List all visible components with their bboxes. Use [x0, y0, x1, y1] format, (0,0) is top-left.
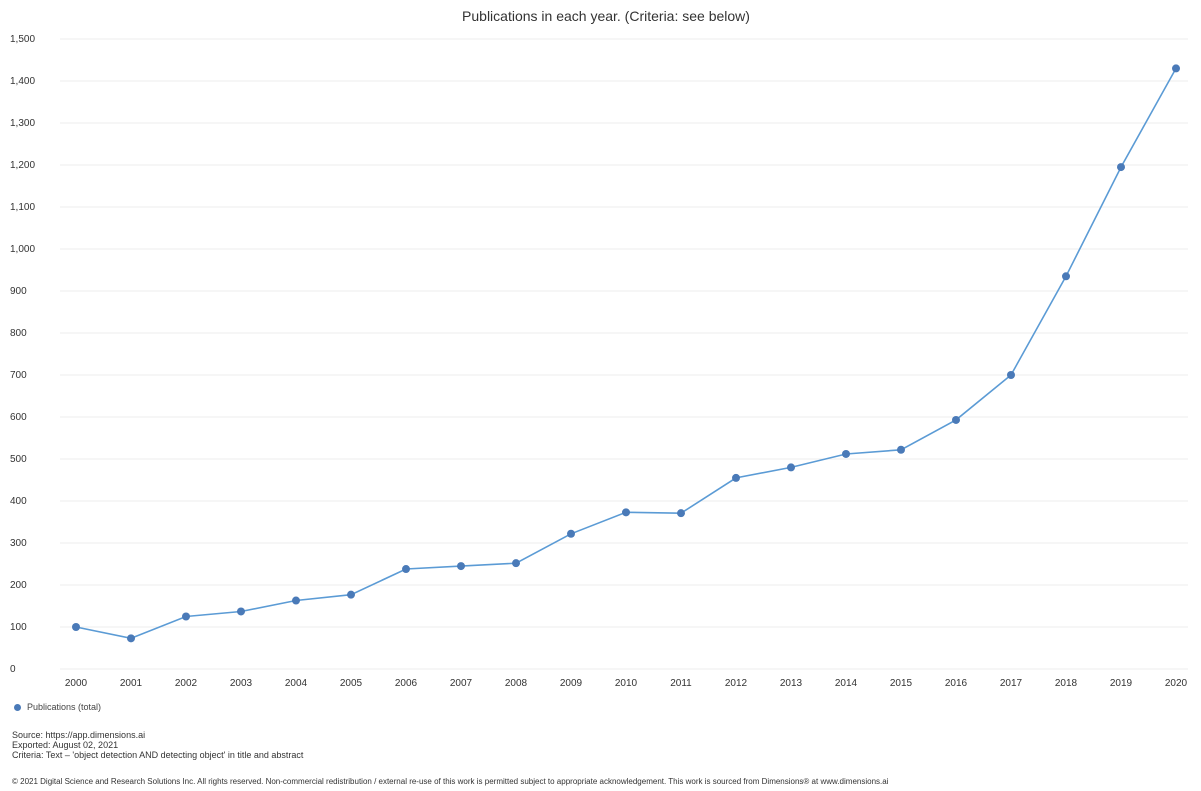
data-point[interactable] — [1062, 272, 1070, 281]
y-tick-label: 1,000 — [10, 244, 35, 255]
x-tick-label: 2016 — [945, 678, 968, 689]
legend-label: Publications (total) — [27, 702, 102, 712]
y-tick-label: 1,300 — [10, 118, 35, 129]
y-tick-label: 1,200 — [10, 160, 35, 171]
y-tick-label: 900 — [10, 286, 27, 297]
x-tick-label: 2005 — [340, 678, 363, 689]
data-point[interactable] — [292, 596, 300, 605]
y-tick-label: 600 — [10, 412, 27, 423]
x-tick-label: 2014 — [835, 678, 858, 689]
criteria-line: Criteria: Text – 'object detection AND d… — [12, 750, 304, 760]
data-point[interactable] — [952, 415, 960, 424]
y-tick-label: 800 — [10, 328, 27, 339]
x-tick-label: 2000 — [65, 678, 88, 689]
y-tick-label: 1,100 — [10, 202, 35, 213]
y-tick-label: 500 — [10, 454, 27, 465]
x-tick-label: 2010 — [615, 678, 638, 689]
y-tick-label: 400 — [10, 496, 27, 507]
data-point[interactable] — [127, 634, 135, 643]
copyright-notice: © 2021 Digital Science and Research Solu… — [12, 777, 889, 786]
x-tick-label: 2003 — [230, 678, 253, 689]
series-line — [75, 68, 1177, 640]
source-info: Source: https://app.dimensions.ai Export… — [12, 730, 303, 760]
data-point[interactable] — [512, 559, 520, 568]
source-line: Source: https://app.dimensions.ai — [12, 730, 146, 740]
x-tick-label: 2011 — [670, 678, 692, 689]
y-tick-label: 300 — [10, 538, 27, 549]
data-point[interactable] — [732, 473, 740, 482]
data-point[interactable] — [237, 607, 245, 616]
data-point[interactable] — [1007, 371, 1015, 379]
x-tick-label: 2012 — [725, 678, 748, 689]
x-tick-label: 2006 — [395, 678, 418, 689]
legend[interactable]: Publications (total) — [14, 702, 101, 712]
data-point[interactable] — [457, 562, 465, 571]
y-tick-label: 200 — [10, 580, 27, 591]
x-tick-label: 2017 — [1000, 678, 1023, 689]
x-tick-label: 2008 — [505, 678, 528, 689]
data-point[interactable] — [897, 445, 905, 454]
data-point[interactable] — [677, 509, 685, 518]
y-tick-label: 1,400 — [10, 76, 35, 87]
x-tick-label: 2002 — [175, 678, 198, 689]
legend-marker-icon — [14, 703, 21, 711]
y-tick-label: 700 — [10, 370, 27, 381]
data-point[interactable] — [1172, 64, 1180, 73]
data-point[interactable] — [622, 508, 630, 517]
chart-area: Publications in each year. (Criteria: se… — [10, 8, 1188, 689]
grid — [60, 38, 1188, 670]
x-tick-label: 2013 — [780, 678, 803, 689]
x-tick-label: 2009 — [560, 678, 583, 689]
x-tick-label: 2001 — [120, 678, 143, 689]
x-tick-label: 2019 — [1110, 678, 1133, 689]
y-axis-ticks: 0 100 200 300 400 500 600 700 800 900 1,000 1,100 1,… — [10, 34, 35, 675]
data-point[interactable] — [567, 529, 575, 538]
x-tick-label: 2020 — [1165, 678, 1188, 689]
x-tick-label: 2018 — [1055, 678, 1078, 689]
data-point[interactable] — [787, 463, 795, 472]
chart-title: Publications in each year. (Criteria: se… — [462, 8, 750, 24]
data-point[interactable] — [842, 449, 850, 458]
data-point[interactable] — [347, 590, 355, 599]
y-tick-label: 1,500 — [10, 34, 35, 45]
x-tick-label: 2004 — [285, 678, 308, 689]
data-point[interactable] — [72, 623, 80, 631]
y-tick-label: 0 — [10, 664, 16, 675]
x-tick-label: 2007 — [450, 678, 473, 689]
x-axis-ticks: 2000 2001 2002 2003 2004 2005 2006 2007 2008 2009… — [65, 678, 1188, 689]
data-point[interactable] — [1117, 163, 1125, 172]
y-tick-label: 100 — [10, 622, 27, 633]
x-tick-label: 2015 — [890, 678, 913, 689]
data-point[interactable] — [182, 612, 190, 621]
data-point[interactable] — [402, 565, 410, 574]
series-points — [72, 64, 1180, 643]
exported-line: Exported: August 02, 2021 — [12, 740, 119, 750]
